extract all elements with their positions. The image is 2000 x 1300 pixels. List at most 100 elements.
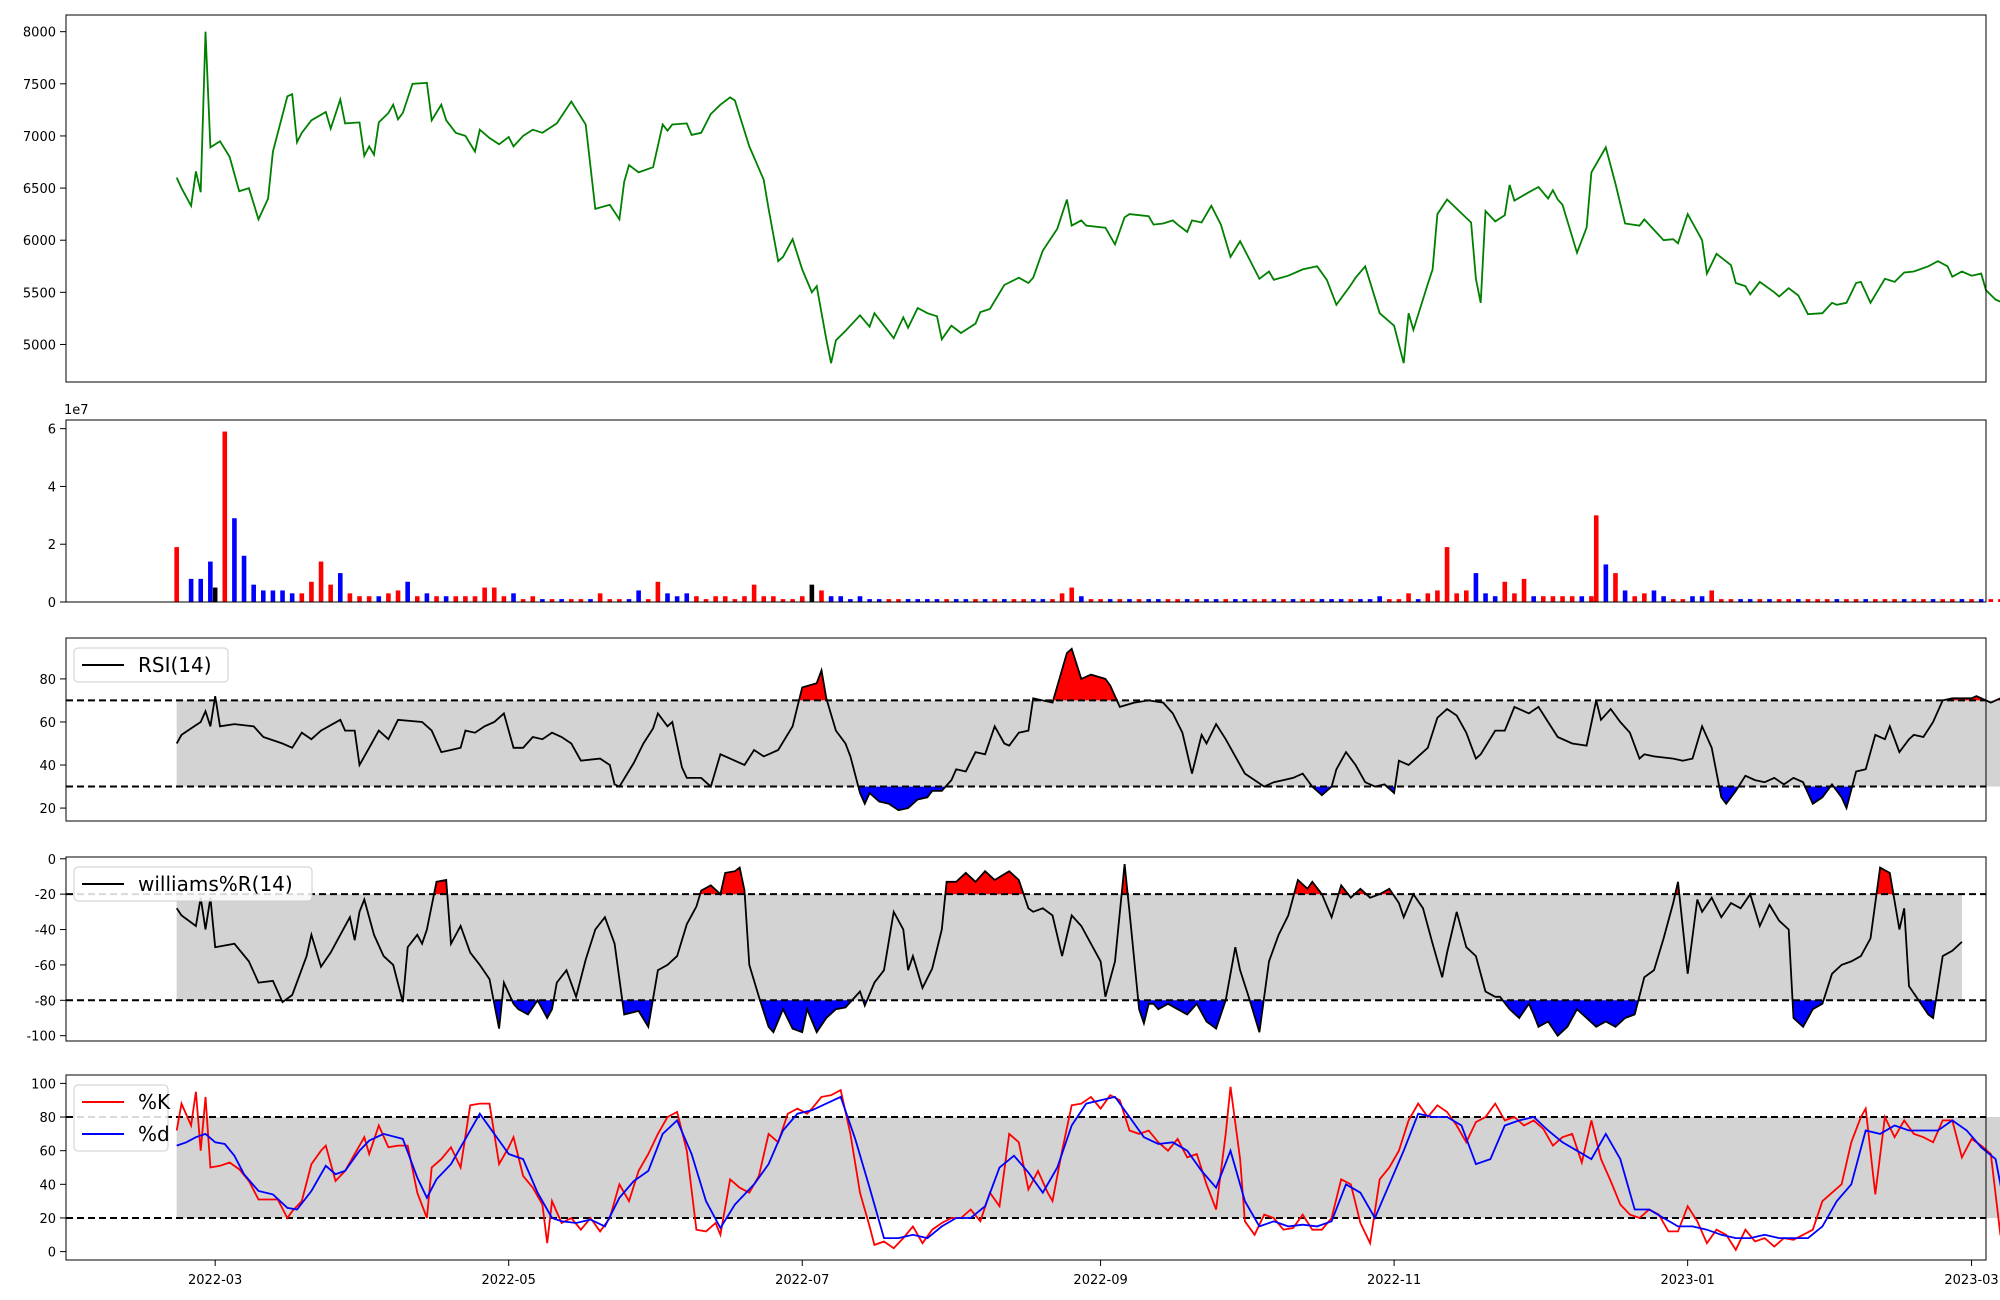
legend-box (73, 866, 313, 902)
volume-bar (809, 584, 815, 602)
volume-bar (1690, 596, 1695, 602)
volume-bar (1978, 599, 1984, 602)
volume-bar (1921, 599, 1926, 602)
oversold-zone (511, 1000, 538, 1015)
volume-bar (1569, 596, 1575, 602)
volume-bar (434, 596, 439, 602)
threshold-band (176, 894, 1962, 1001)
text-layer: 500055006000650070007500800002461e720406… (23, 26, 1999, 1288)
volume-bar (626, 599, 632, 602)
volume-bar (568, 599, 574, 602)
volume-bar (540, 599, 545, 602)
volume-bar (1589, 596, 1594, 602)
panel-frame-volume (65, 419, 1987, 603)
volume-bar (1002, 599, 1007, 602)
volume-bar (1175, 599, 1180, 602)
x-tick-label: 2022-09 (1073, 1273, 1127, 1288)
volume-bar (1233, 599, 1238, 602)
volume-bar (1521, 578, 1527, 602)
volume-bar (1622, 590, 1628, 602)
volume-bar (838, 596, 844, 602)
volume-bar (1184, 599, 1190, 602)
volume-bar (1930, 599, 1936, 602)
volume-bar (1492, 596, 1498, 602)
volume-bar (1579, 596, 1585, 602)
volume-bar (232, 518, 237, 602)
volume-bar (578, 599, 584, 602)
y-tick-label: 6000 (23, 234, 56, 249)
volume-bar (1680, 599, 1686, 602)
x-tick-label: 2023-03 (1944, 1273, 1998, 1288)
volume-bar (1146, 599, 1152, 602)
y-tick-label: 5000 (23, 338, 56, 353)
volume-bar (1040, 599, 1046, 602)
x-tick-label: 2023-01 (1660, 1273, 1714, 1288)
volume-bar (1415, 599, 1421, 602)
volume-bar (366, 596, 372, 602)
legend-label: williams%R(14) (138, 872, 293, 896)
volume-bar (1661, 596, 1666, 602)
overbought-zone (700, 885, 721, 895)
volume-bar (934, 599, 940, 602)
volume-bar (251, 584, 256, 602)
volume-bar (1882, 599, 1888, 602)
volume-bar (588, 599, 593, 602)
volume-bar (174, 547, 179, 602)
volume-bar (1204, 599, 1209, 602)
volume-bar (1767, 599, 1772, 602)
volume-bar (260, 590, 266, 602)
rsi-line (175, 647, 2000, 812)
volume-bar (395, 590, 401, 602)
volume-bar (857, 596, 863, 602)
volume-bar (1069, 587, 1075, 602)
volume-bar (703, 599, 709, 602)
volume-bar (299, 593, 305, 602)
volume-bar (1901, 599, 1907, 602)
volume-bar (1050, 599, 1055, 602)
volume-bar (1165, 599, 1171, 602)
volume-bar (1290, 599, 1296, 602)
volume-bar (1021, 599, 1026, 602)
volume-bar (347, 593, 353, 602)
price-line (175, 31, 2000, 364)
volume-bar (453, 596, 459, 602)
volume-bar (1911, 599, 1917, 602)
volume-bar (1358, 599, 1363, 602)
y-tick-label: 80 (39, 673, 56, 688)
volume-bar (992, 599, 998, 602)
overbought-zone (799, 670, 827, 701)
stoch-d-line (176, 1095, 2000, 1240)
volume-bar (751, 584, 757, 602)
volume-bar (953, 599, 959, 602)
volume-bar (1454, 593, 1459, 602)
volume-bar (405, 581, 410, 602)
volume-bar (1738, 599, 1743, 602)
volume-bar (771, 596, 776, 602)
volume-bar (386, 593, 391, 602)
volume-bar (1632, 596, 1638, 602)
volume-bar (1709, 590, 1715, 602)
volume-bar (1531, 596, 1536, 602)
volume-bar (241, 555, 247, 602)
y-tick-label: 20 (39, 1212, 56, 1227)
volume-bar (828, 596, 834, 602)
volume-bar (1670, 599, 1676, 602)
volume-bar (982, 599, 988, 602)
volume-bar (472, 596, 478, 602)
volume-bar (1127, 599, 1132, 602)
legend-box (73, 647, 229, 683)
volume-bar (491, 587, 497, 602)
y-tick-label: 4 (48, 480, 56, 495)
volume-bar (1786, 599, 1792, 602)
volume-bar (1377, 596, 1382, 602)
volume-bar (1815, 599, 1820, 602)
panel-frame-rsi (65, 637, 1987, 822)
volume-bar (1834, 599, 1840, 602)
stoch-k-line (175, 1086, 2000, 1252)
volume-bar (1387, 599, 1392, 602)
volume-bar (1550, 596, 1556, 602)
volume-bar (1844, 599, 1849, 602)
threshold-band (176, 700, 2000, 787)
y-tick-label: 0 (48, 1246, 56, 1261)
y-tick-label: -20 (35, 888, 56, 903)
